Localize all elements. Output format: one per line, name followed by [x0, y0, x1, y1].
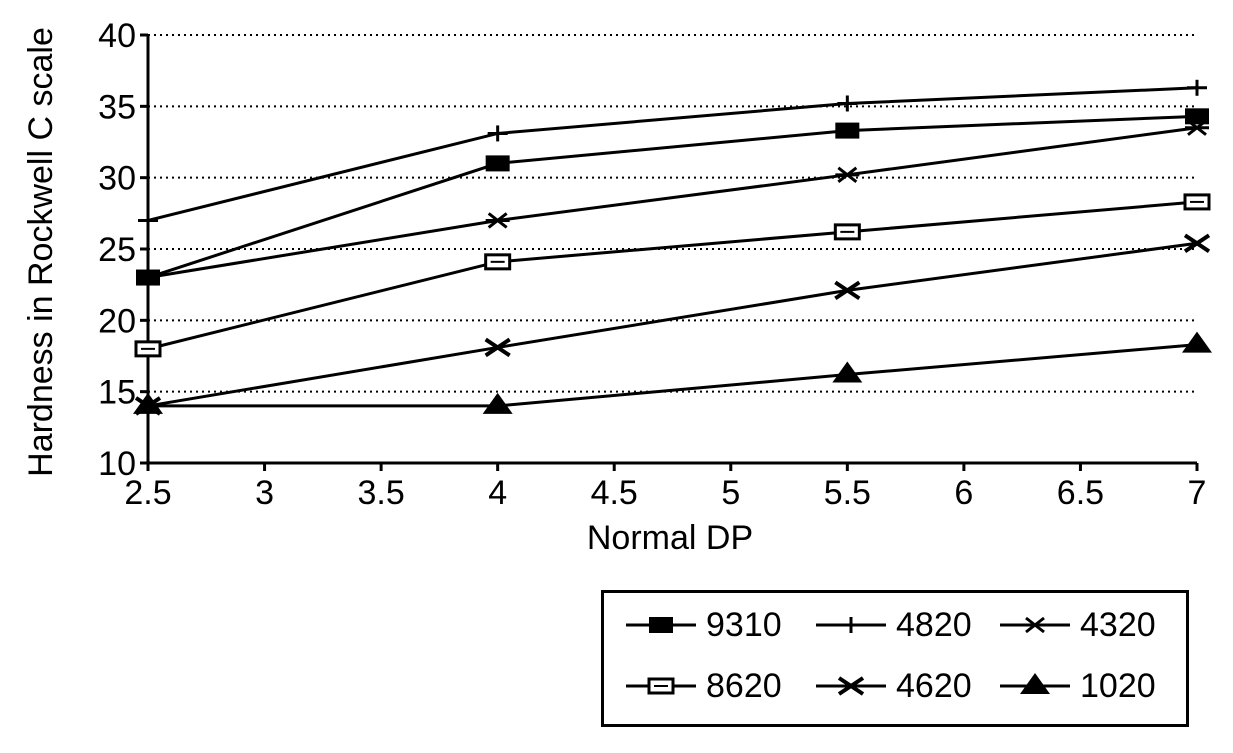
- data-point: [835, 122, 860, 139]
- series-line-1020: [148, 343, 1198, 408]
- data-point: [133, 392, 163, 414]
- series-line-4620: [147, 241, 1198, 408]
- data-point: [835, 166, 860, 183]
- marker-filled-triangle: [1020, 673, 1050, 694]
- marker-filled-triangle: [1182, 331, 1212, 353]
- data-point: [837, 676, 865, 696]
- x-tick-label: 5.5: [824, 474, 871, 512]
- marker-filled-triangle: [133, 392, 163, 414]
- legend-item-4320: 4320: [996, 605, 1156, 645]
- data-point: [832, 361, 863, 383]
- marker-x-d2: [834, 280, 861, 301]
- y-tick-label: 35: [98, 88, 136, 126]
- data-point: [1187, 79, 1207, 96]
- x-tick-label: 6: [954, 474, 973, 512]
- data-point: [482, 392, 513, 414]
- grid-lines: [148, 34, 1197, 393]
- x-tick-label: 6.5: [1057, 474, 1104, 512]
- data-point: [833, 223, 861, 241]
- data-point: [837, 95, 858, 112]
- x-tick-label: 4: [488, 474, 507, 512]
- legend: 9310 4820 4320 8620 4620 1020: [601, 590, 1189, 727]
- marker-filled-square: [835, 122, 860, 139]
- data-point: [1182, 331, 1212, 353]
- y-tick-label: 30: [98, 160, 136, 198]
- data-point: [136, 269, 160, 286]
- series-line-8620: [147, 200, 1198, 351]
- legend-label: 4620: [896, 667, 972, 705]
- x-tick-label: 3: [255, 474, 274, 512]
- x-tick-label: 4.5: [591, 474, 638, 512]
- legend-item-9310: 9310: [622, 605, 782, 645]
- data-point: [1185, 119, 1209, 136]
- tick-labels: 10 15 20 25 30 35 40 2.5 3 3.5 4 4.5 5 5.5 6 6.5 7: [98, 17, 1206, 512]
- marker-filled-triangle: [482, 392, 513, 414]
- legend-label: 1020: [1080, 667, 1156, 705]
- marker-star-d2: [1025, 616, 1045, 634]
- data-point: [484, 337, 511, 358]
- data-point: [138, 212, 158, 229]
- data-point: [487, 125, 508, 142]
- data-point: [841, 617, 861, 633]
- marker-filled-square: [649, 617, 673, 633]
- data-point: [834, 280, 861, 301]
- legend-item-4620: 4620: [812, 666, 972, 706]
- marker-star-d2: [837, 166, 858, 183]
- series-line-4320: [147, 126, 1198, 280]
- legend-swatch-4820: [816, 617, 886, 633]
- legend-swatch-9310: [626, 617, 696, 633]
- y-tick-label: 25: [98, 231, 136, 269]
- marker-filled-square: [485, 155, 510, 172]
- x-axis-title: Normal DP: [587, 519, 753, 557]
- marker-star-d2: [138, 269, 158, 286]
- series-lines: [133, 79, 1212, 416]
- legend-item-4820: 4820: [812, 605, 972, 645]
- marker-filled-square: [1185, 108, 1209, 125]
- data-point: [647, 677, 675, 695]
- x-tick-label: 2.5: [124, 474, 171, 512]
- legend-item-1020: 1020: [996, 666, 1156, 706]
- x-tick-label: 3.5: [357, 474, 404, 512]
- legend-label: 9310: [706, 606, 782, 644]
- legend-label: 4820: [896, 606, 972, 644]
- legend-swatch-4620: [816, 676, 886, 696]
- y-tick-label: 10: [98, 445, 136, 483]
- legend-label: 8620: [706, 667, 782, 705]
- data-point: [1185, 108, 1209, 125]
- data-point: [485, 155, 510, 172]
- y-tick-label: 20: [98, 302, 136, 340]
- legend-swatch-8620: [626, 677, 696, 695]
- legend-swatch-1020: [1000, 673, 1070, 694]
- legend-swatch-4320: [1000, 616, 1070, 634]
- data-point: [134, 340, 162, 358]
- series-line-4820: [147, 86, 1198, 222]
- series-line-9310: [147, 114, 1198, 279]
- data-point: [1183, 193, 1211, 211]
- data-point: [1183, 233, 1211, 253]
- data-point: [1020, 673, 1050, 694]
- axes: [140, 33, 1199, 471]
- y-tick-label: 40: [98, 17, 136, 55]
- marker-x-d2: [837, 676, 865, 696]
- marker-filled-triangle: [832, 361, 863, 383]
- legend-label: 4320: [1080, 606, 1156, 644]
- y-axis-title: Hardness in Rockwell C scale: [22, 27, 60, 477]
- data-point: [485, 212, 510, 229]
- y-tick-label: 15: [98, 374, 136, 412]
- marker-x-d2: [1183, 233, 1211, 253]
- data-point: [649, 617, 673, 633]
- data-point: [484, 253, 512, 271]
- x-tick-label: 5: [721, 474, 740, 512]
- data-point: [1023, 616, 1047, 634]
- marker-star-d2: [1187, 119, 1207, 136]
- legend-item-8620: 8620: [622, 666, 782, 706]
- x-tick-label: 7: [1188, 474, 1207, 512]
- marker-star-d2: [487, 212, 508, 229]
- marker-x-d2: [484, 337, 511, 358]
